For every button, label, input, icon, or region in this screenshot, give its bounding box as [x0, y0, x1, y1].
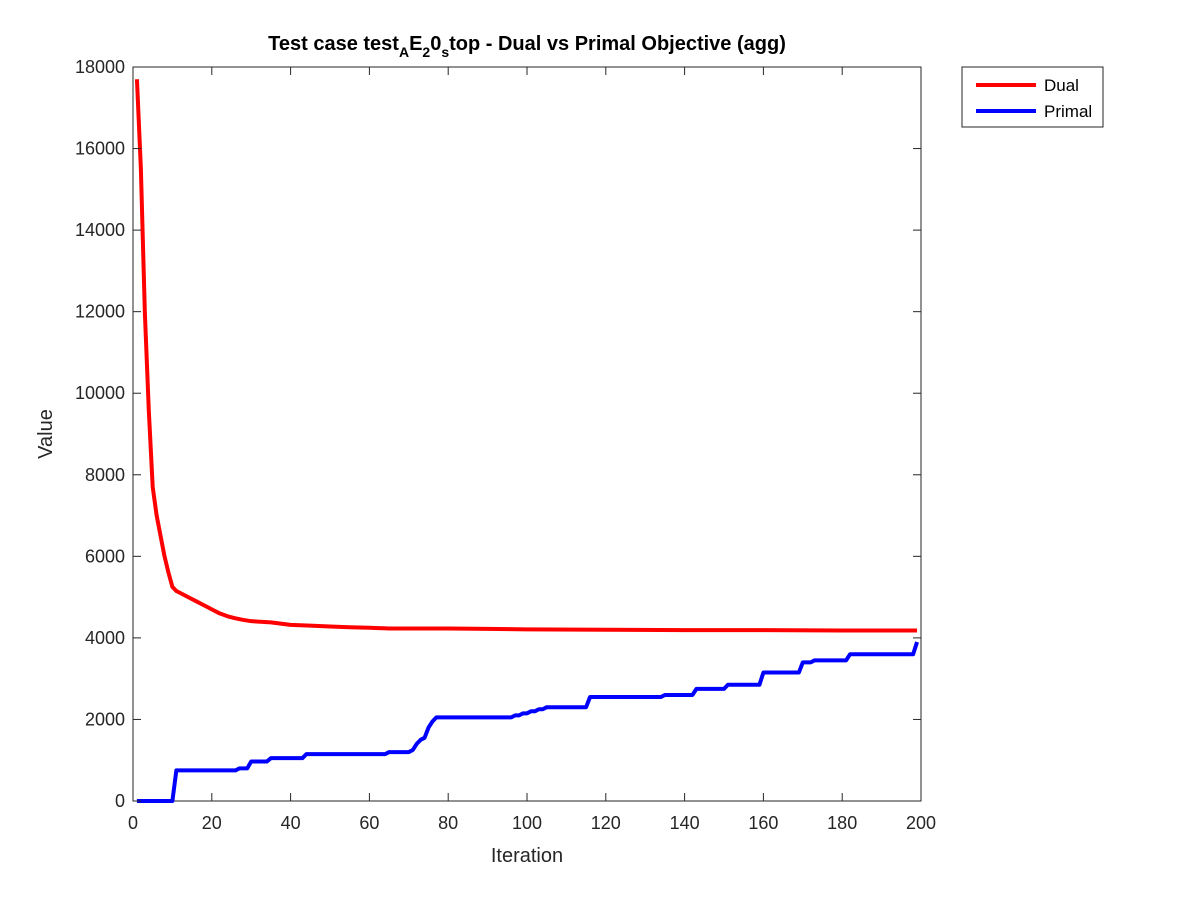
chart-title-text: Test case testAE20stop - Dual vs Primal … [268, 33, 786, 60]
legend: Dual Primal [961, 66, 1104, 128]
y-ticks: 0 2000 4000 6000 8000 10000 12000 14000 16000 180… [75, 57, 921, 811]
y-tick-label: 18000 [75, 57, 125, 77]
x-tick-label: 200 [906, 813, 936, 833]
y-tick-label: 14000 [75, 220, 125, 240]
series-group [134, 79, 919, 803]
x-tick-label: 40 [281, 813, 301, 833]
legend-label-dual: Dual [1044, 76, 1079, 95]
x-tick-label: 60 [359, 813, 379, 833]
y-tick-label: 8000 [85, 465, 125, 485]
x-tick-label: 100 [512, 813, 542, 833]
y-tick-label: 0 [115, 791, 125, 811]
chart-title-part: 0 [430, 33, 441, 55]
y-tick-label: 12000 [75, 302, 125, 322]
x-tick-label: 20 [202, 813, 222, 833]
x-tick-label: 80 [438, 813, 458, 833]
x-tick-label: 180 [827, 813, 857, 833]
x-axis-label: Iteration [491, 845, 563, 867]
chart-title-part: E [409, 33, 422, 55]
y-axis-label: Value [35, 409, 57, 459]
x-tick-label: 160 [748, 813, 778, 833]
chart-title-part: A [399, 44, 409, 60]
series-line-primal [136, 641, 919, 803]
x-ticks: 0 20 40 60 80 100 120 140 160 180 200 [128, 67, 936, 833]
y-tick-label: 10000 [75, 383, 125, 403]
plot-area: 0 20 40 60 80 100 120 140 160 180 200 0 2000 4000 600… [75, 57, 936, 833]
chart-title: Test case testAE20stop - Dual vs Primal … [268, 33, 786, 60]
y-tick-label: 6000 [85, 546, 125, 566]
chart-title-part: Test case test [268, 33, 399, 55]
y-tick-label: 16000 [75, 139, 125, 159]
x-tick-label: 120 [591, 813, 621, 833]
y-tick-label: 4000 [85, 628, 125, 648]
x-tick-label: 0 [128, 813, 138, 833]
legend-box [961, 66, 1104, 128]
x-tick-label: 140 [670, 813, 700, 833]
series-line-dual [134, 79, 918, 633]
chart-title-part: top - Dual vs Primal Objective (agg) [449, 33, 786, 55]
y-tick-label: 2000 [85, 709, 125, 729]
axes-box [132, 66, 922, 802]
chart-title-part: 2 [422, 44, 430, 60]
legend-label-primal: Primal [1044, 102, 1092, 121]
chart-title-part: s [441, 44, 449, 60]
